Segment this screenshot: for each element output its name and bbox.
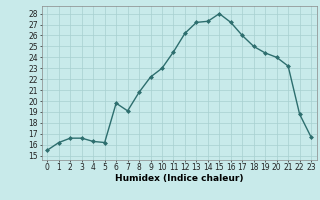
X-axis label: Humidex (Indice chaleur): Humidex (Indice chaleur)	[115, 174, 244, 183]
